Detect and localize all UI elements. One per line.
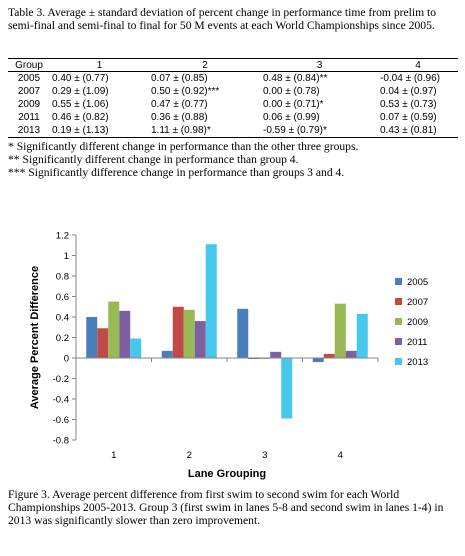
legend-swatch-2009 bbox=[395, 318, 402, 325]
row-year: 2005 bbox=[17, 73, 41, 84]
bar-2009-group-4 bbox=[334, 303, 346, 358]
cell-group-1: 0.29 ± (1.09) bbox=[52, 86, 109, 97]
results-table: Group 1 2 3 4 2005 0.40 ± (0.77) 0.07 ± … bbox=[8, 58, 458, 138]
header-group-1: 1 bbox=[50, 58, 149, 72]
cell-group-4: -0.04 ± (0.96) bbox=[380, 73, 440, 84]
cell-group-2: 0.50 ± (0.92)*** bbox=[151, 86, 220, 97]
bar-2013-group-2 bbox=[205, 244, 217, 358]
cell-group-1: 0.55 ± (1.06) bbox=[52, 99, 109, 110]
cell-group-1: 0.19 ± (1.13) bbox=[50, 124, 149, 138]
cell-group-1: 0.46 ± (0.82) bbox=[52, 112, 109, 123]
y-tick-label: 0.2 bbox=[56, 333, 69, 344]
row-year: 2009 bbox=[17, 99, 41, 110]
cell-group-3: 0.06 ± (0.99) bbox=[263, 112, 320, 123]
legend-swatch-2005 bbox=[395, 278, 402, 285]
y-tick-label: 0 bbox=[64, 354, 69, 365]
table-notes: * Significantly different change in perf… bbox=[8, 140, 460, 179]
y-axis-label: Average Percent Difference bbox=[29, 266, 41, 409]
cell-group-3: 0.48 ± (0.84)** bbox=[263, 73, 328, 84]
cell-group-3: -0.59 ± (0.79)* bbox=[261, 124, 378, 138]
x-tick-label: 1 bbox=[111, 450, 116, 461]
y-tick-label: -0.6 bbox=[53, 415, 69, 426]
y-tick-label: 0.6 bbox=[56, 292, 69, 303]
bar-2011-group-4 bbox=[345, 350, 357, 358]
x-tick-label: 3 bbox=[262, 450, 267, 461]
cell-group-2: 1.11 ± (0.98)* bbox=[149, 124, 261, 138]
bar-2013-group-3 bbox=[281, 358, 293, 419]
bar-2009-group-2 bbox=[183, 309, 195, 358]
bar-2005-group-2 bbox=[161, 350, 173, 358]
note-triple-star: *** Significantly difference change in p… bbox=[8, 166, 345, 179]
legend-label-2011: 2011 bbox=[407, 337, 427, 348]
header-group-4: 4 bbox=[378, 58, 458, 72]
note-double-star: ** Significantly different change in per… bbox=[8, 153, 299, 166]
bar-chart: 1.2 1 0.8 0.6 0.4 0.2 0 -0.2 -0.4 -0.6 -0.8 1 2 3 4 Lan… bbox=[29, 231, 428, 481]
bar-2005-group-4 bbox=[312, 358, 324, 363]
bar-2009-group-1 bbox=[108, 301, 120, 358]
cell-group-2: 0.36 ± (0.88) bbox=[151, 112, 208, 123]
legend-label-2009: 2009 bbox=[407, 317, 428, 328]
legend-label-2005: 2005 bbox=[407, 277, 428, 288]
cell-group-4: 0.53 ± (0.73) bbox=[380, 99, 437, 110]
y-tick-label: 1.2 bbox=[56, 231, 69, 242]
bar-2011-group-3 bbox=[270, 351, 282, 358]
table-row: 2007 0.29 ± (1.09) 0.50 ± (0.92)*** 0.00… bbox=[8, 85, 458, 98]
table-caption: Table 3. Average ± standard deviation of… bbox=[8, 6, 437, 32]
table-row: 2005 0.40 ± (0.77) 0.07 ± (0.85) 0.48 ± … bbox=[8, 72, 458, 86]
header-group-3: 3 bbox=[261, 58, 378, 72]
table-header-row: Group 1 2 3 4 bbox=[8, 58, 458, 72]
x-axis-label: Lane Grouping bbox=[188, 468, 266, 480]
y-tick-label: 1 bbox=[64, 251, 69, 262]
cell-group-3: 0.00 ± (0.78) bbox=[263, 86, 320, 97]
y-tick-label: 0.4 bbox=[56, 313, 69, 324]
table-row: 2013 0.19 ± (1.13) 1.11 ± (0.98)* -0.59 … bbox=[8, 124, 458, 138]
y-tick-label: -0.2 bbox=[53, 374, 69, 385]
legend-swatch-2013 bbox=[395, 358, 402, 365]
table-row: 2011 0.46 ± (0.82) 0.36 ± (0.88) 0.06 ± … bbox=[8, 111, 458, 124]
bar-2005-group-3 bbox=[237, 308, 249, 358]
cell-group-2: 0.07 ± (0.85) bbox=[151, 73, 208, 84]
row-year: 2011 bbox=[18, 112, 40, 123]
y-tick-label: 0.8 bbox=[56, 272, 69, 283]
cell-group-3: 0.00 ± (0.71)* bbox=[263, 99, 324, 110]
legend-swatch-2011 bbox=[395, 338, 402, 345]
bar-2007-group-2 bbox=[172, 306, 184, 358]
header-group: Group bbox=[8, 58, 50, 72]
figure-caption: Figure 3. Average percent difference fro… bbox=[8, 488, 444, 527]
cell-group-4: 0.07 ± (0.59) bbox=[380, 112, 437, 123]
bar-2007-group-4 bbox=[323, 353, 335, 358]
bar-2013-group-1 bbox=[130, 338, 142, 358]
cell-group-1: 0.40 ± (0.77) bbox=[52, 73, 109, 84]
bar-2011-group-2 bbox=[194, 321, 206, 358]
legend-swatch-2007 bbox=[395, 298, 402, 305]
cell-group-4: 0.43 ± (0.81) bbox=[378, 124, 458, 138]
note-single-star: * Significantly different change in perf… bbox=[8, 140, 359, 153]
table-row: 2009 0.55 ± (1.06) 0.47 ± (0.77) 0.00 ± … bbox=[8, 98, 458, 111]
row-year: 2013 bbox=[8, 124, 50, 138]
row-year: 2007 bbox=[17, 86, 41, 97]
y-tick-label: -0.8 bbox=[53, 436, 69, 447]
x-tick-label: 2 bbox=[187, 450, 192, 461]
cell-group-4: 0.04 ± (0.97) bbox=[380, 86, 437, 97]
cell-group-2: 0.47 ± (0.77) bbox=[151, 99, 208, 110]
header-group-2: 2 bbox=[149, 58, 261, 72]
legend-label-2013: 2013 bbox=[407, 357, 428, 368]
bar-2011-group-1 bbox=[119, 310, 131, 358]
y-tick-label: -0.4 bbox=[53, 395, 69, 406]
bar-2007-group-1 bbox=[97, 328, 109, 358]
x-tick-label: 4 bbox=[338, 450, 343, 461]
bar-2013-group-4 bbox=[356, 313, 368, 358]
legend-label-2007: 2007 bbox=[407, 297, 428, 308]
bar-2005-group-1 bbox=[86, 317, 98, 358]
